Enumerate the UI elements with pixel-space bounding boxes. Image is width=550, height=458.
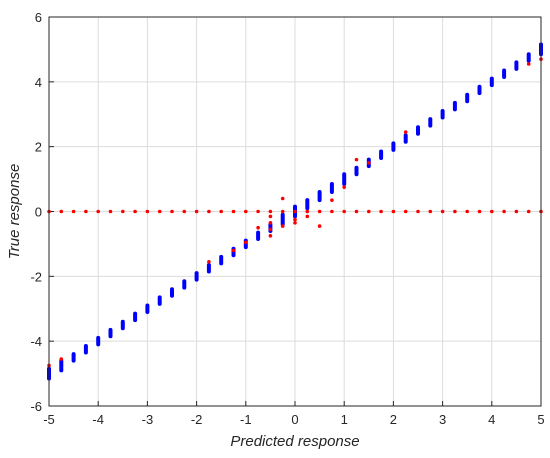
red-point: [268, 214, 273, 219]
red-point: [330, 198, 334, 202]
red-point: [293, 221, 297, 225]
red-point: [477, 209, 482, 214]
red-point: [502, 209, 506, 214]
red-point: [305, 214, 310, 219]
red-point: [108, 209, 113, 214]
red-point: [194, 209, 199, 214]
y-axis-label: True response: [6, 164, 23, 260]
red-point: [182, 209, 187, 214]
red-point: [96, 209, 100, 214]
red-point: [207, 259, 211, 264]
x-tick-label: -3: [142, 412, 154, 427]
red-point: [256, 225, 260, 230]
x-tick-label: -5: [43, 412, 55, 427]
red-point: [244, 240, 248, 245]
y-tick-labels: -6 -4 -2 0 2 4 6: [30, 10, 42, 414]
red-point: [526, 62, 531, 66]
red-point: [305, 209, 310, 214]
red-point: [207, 209, 211, 214]
x-tick-label: -1: [240, 412, 252, 427]
red-point: [342, 209, 347, 214]
x-tick-label: 1: [341, 412, 348, 427]
red-point: [280, 209, 285, 214]
red-point: [145, 209, 150, 214]
red-point: [330, 209, 334, 214]
x-tick-label: 3: [439, 412, 446, 427]
x-tick-label: 5: [537, 412, 544, 427]
red-point: [231, 209, 236, 214]
red-point: [403, 209, 408, 214]
red-point: [157, 209, 162, 214]
red-point: [526, 209, 531, 214]
red-point: [490, 209, 494, 214]
red-point: [133, 209, 137, 214]
red-point: [391, 209, 396, 214]
x-tick-label: 4: [488, 412, 495, 427]
red-point: [317, 224, 322, 228]
red-point: [268, 209, 273, 214]
red-point: [121, 209, 125, 214]
red-point: [256, 209, 260, 214]
red-point: [317, 209, 322, 214]
red-point: [219, 209, 223, 214]
blue-series: [47, 42, 543, 381]
red-point: [293, 217, 297, 222]
red-point: [379, 209, 383, 214]
y-tick-label: -2: [30, 269, 42, 284]
plot-frame: [48, 16, 542, 407]
red-point: [170, 209, 174, 214]
red-point: [293, 209, 297, 214]
y-tick-label: 0: [35, 205, 42, 220]
red-point: [268, 221, 273, 225]
y-tick-label: -4: [30, 334, 42, 349]
y-tick-label: 4: [35, 75, 42, 90]
x-tick-label: 0: [291, 412, 298, 427]
red-point: [403, 130, 408, 134]
red-point: [416, 209, 420, 214]
red-point: [268, 234, 273, 238]
red-point: [428, 209, 433, 214]
red-point: [84, 209, 88, 214]
y-tick-label: -6: [30, 399, 42, 414]
red-point: [354, 209, 359, 214]
red-point: [244, 209, 248, 214]
red-point: [367, 161, 371, 165]
red-point: [231, 248, 236, 253]
x-tick-labels: -5 -4 -3 -2 -1 0 1 2 3 4 5: [43, 412, 544, 427]
red-point: [59, 209, 64, 214]
red-point: [367, 209, 371, 214]
x-tick-label: -2: [191, 412, 203, 427]
red-point: [59, 357, 64, 361]
x-tick-label: 2: [390, 412, 397, 427]
x-tick-label: -4: [92, 412, 104, 427]
x-axis-label: Predicted response: [230, 433, 359, 450]
y-tick-label: 2: [35, 140, 42, 155]
red-point: [342, 185, 347, 189]
red-point: [71, 209, 76, 214]
y-tick-label: 6: [35, 10, 42, 25]
red-point: [453, 209, 457, 214]
red-point: [280, 224, 285, 228]
red-point: [514, 209, 519, 214]
red-point: [440, 209, 445, 214]
red-point: [280, 196, 285, 201]
red-point: [354, 157, 359, 162]
red-point: [268, 227, 273, 232]
red-point: [465, 209, 470, 214]
